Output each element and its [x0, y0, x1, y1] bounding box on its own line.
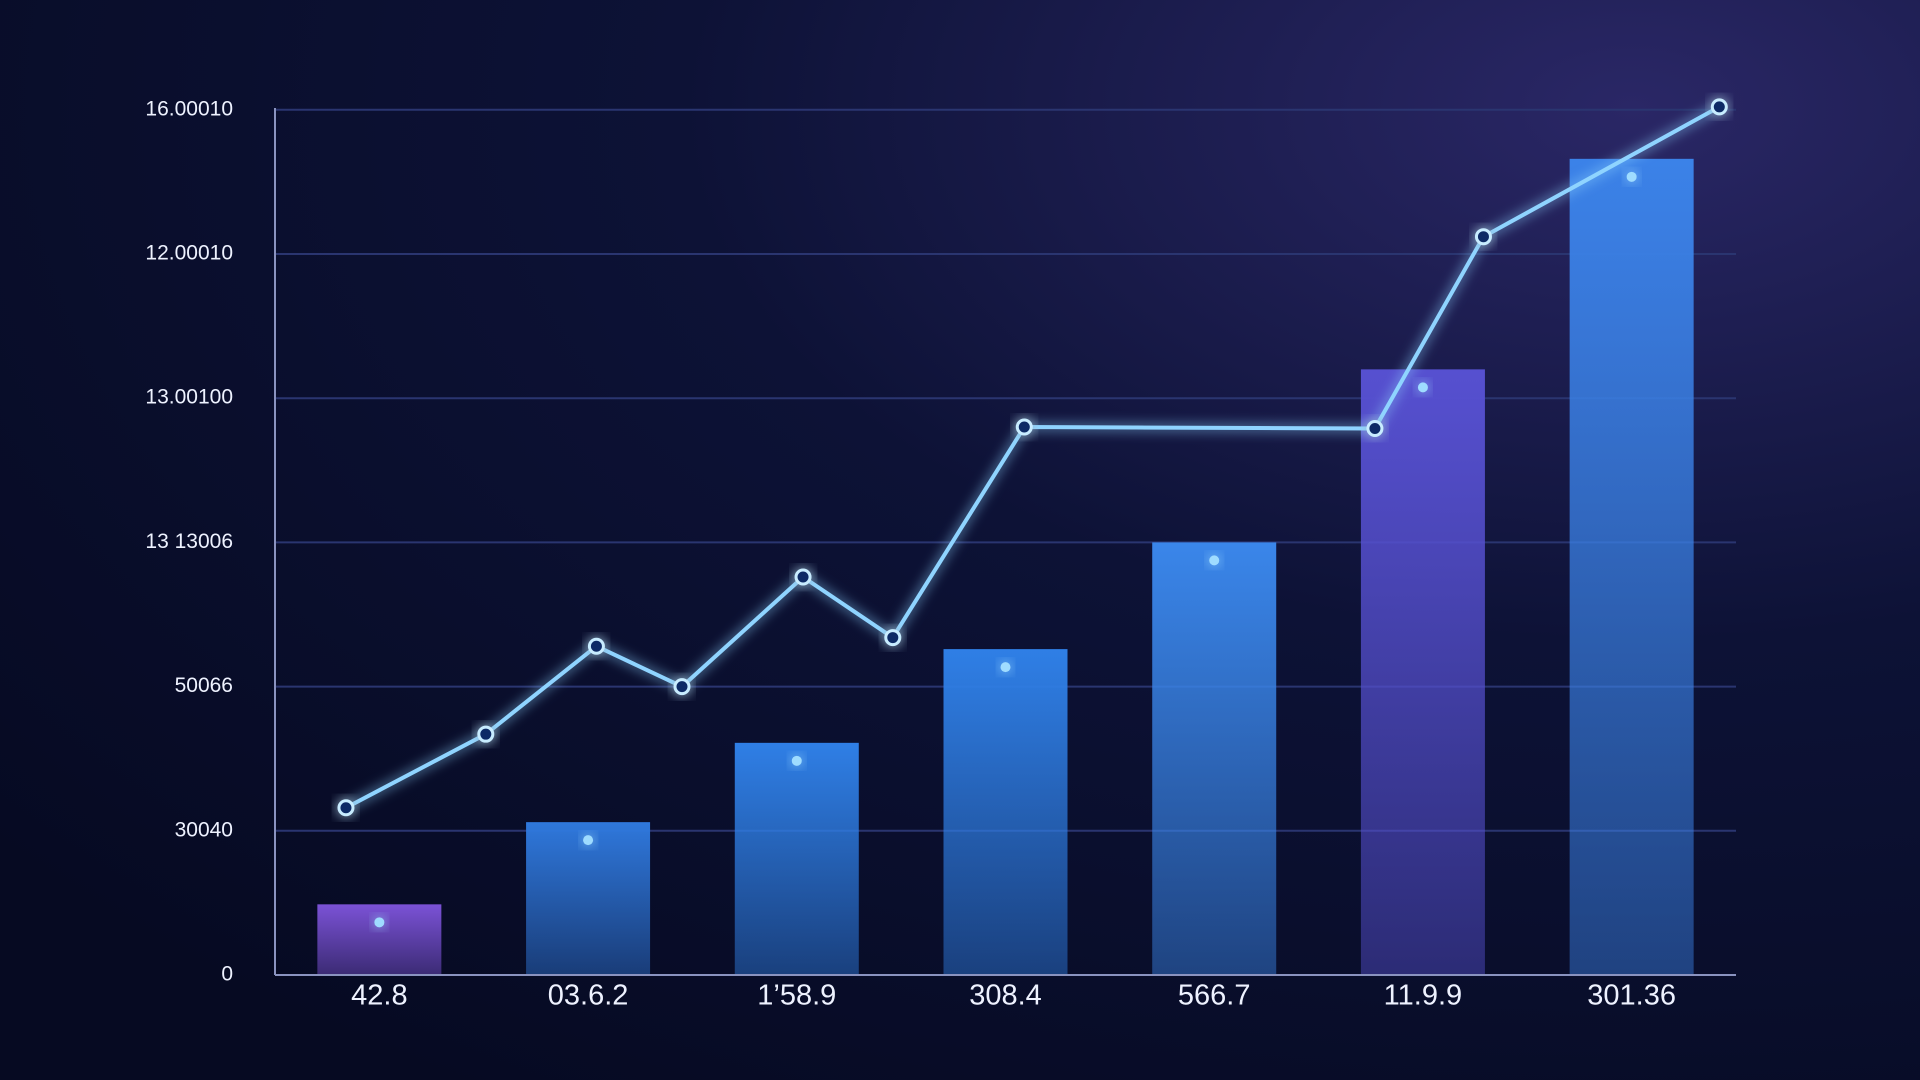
bar [1569, 158, 1694, 975]
line-point [1015, 418, 1033, 436]
bar-glow [1000, 662, 1011, 673]
bar-glow [1417, 382, 1428, 393]
y-tick-label: 30040 [175, 818, 233, 841]
line-point [1366, 419, 1384, 437]
bar [317, 904, 442, 975]
bar-glow [791, 755, 802, 766]
x-tick-label: 566.7 [1178, 980, 1251, 1012]
y-tick-label: 12.00010 [145, 242, 233, 265]
line-layer [337, 98, 1728, 817]
x-tick-label: 308.4 [969, 980, 1042, 1012]
y-tick-label: 50066 [175, 674, 233, 697]
bar-glow [1626, 171, 1637, 182]
line-point [587, 637, 605, 655]
line-point [477, 725, 495, 743]
bar [1152, 542, 1277, 975]
bar-glow [374, 917, 385, 928]
bar-glow [1209, 555, 1220, 566]
bar [1360, 369, 1485, 975]
line [345, 105, 1721, 810]
labels: 0 30040 50066 13 13006 13.00100 12.00010 16.00… [145, 97, 1676, 1011]
y-tick-label: 0 [221, 963, 233, 986]
bar [734, 742, 859, 975]
line-point [1474, 228, 1492, 246]
line-point [1710, 98, 1728, 116]
x-tick-label: 42.8 [351, 980, 407, 1012]
x-tick-label: 1’58.9 [757, 980, 836, 1012]
line-point [337, 799, 355, 817]
y-tick-label: 16.00010 [145, 97, 233, 120]
x-tick-label: 03.6.2 [548, 980, 629, 1012]
bar-glow [583, 835, 594, 846]
bars [317, 158, 1694, 975]
y-tick-label: 13 13006 [145, 530, 233, 553]
line-point [794, 568, 812, 586]
y-tick-label: 13.00100 [145, 386, 233, 409]
line-point [673, 678, 691, 696]
bar [526, 822, 651, 975]
line-point [884, 629, 902, 647]
bar [943, 649, 1068, 975]
x-tick-label: 301.36 [1587, 980, 1676, 1012]
x-tick-label: 11.9.9 [1384, 980, 1462, 1012]
